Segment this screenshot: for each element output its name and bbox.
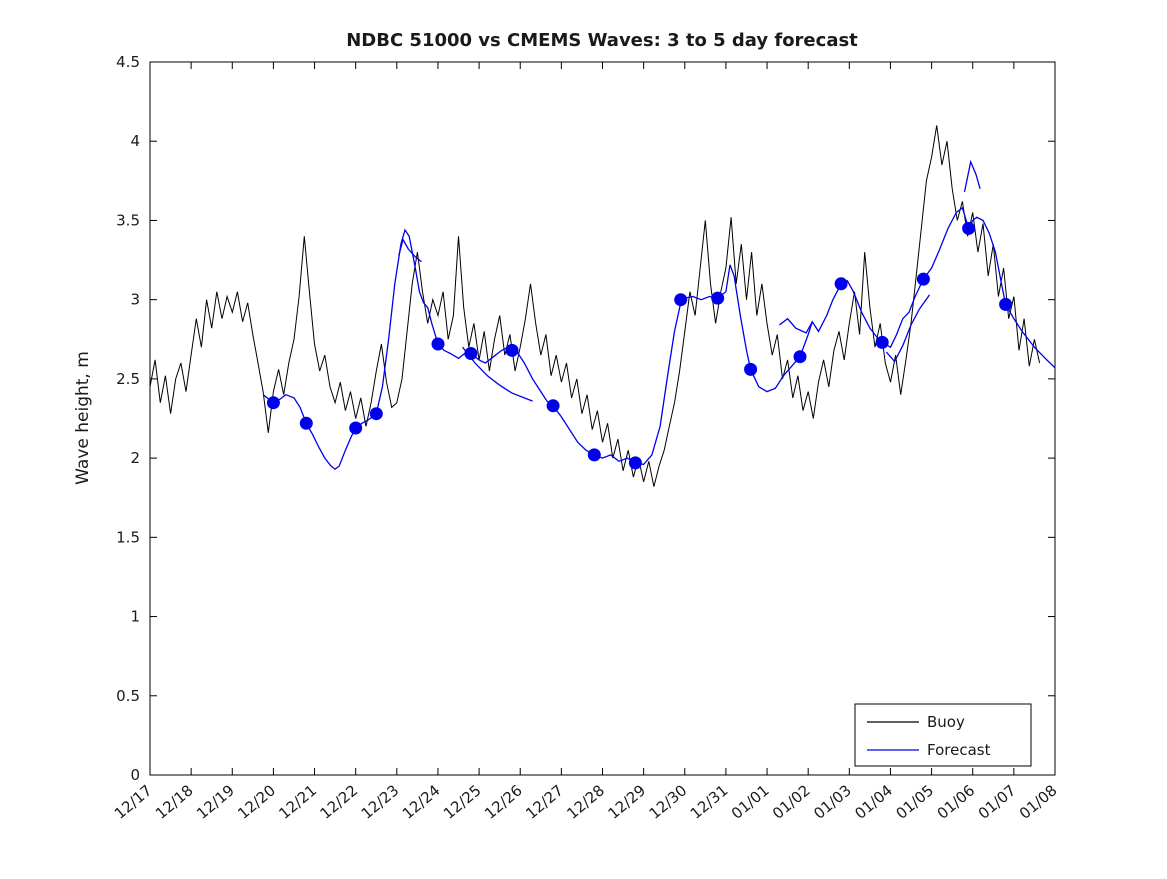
x-tick-label: 12/29 xyxy=(605,781,650,823)
x-tick-label: 12/21 xyxy=(275,781,320,823)
x-tick-label: 12/27 xyxy=(522,781,567,823)
forecast-marker xyxy=(793,350,807,364)
forecast-marker xyxy=(505,343,519,357)
x-tick-label: 01/05 xyxy=(892,781,937,823)
chart-generated-content: 12/1712/1812/1912/2012/2112/2212/2312/24… xyxy=(111,53,1061,823)
x-tick-label: 12/31 xyxy=(687,781,732,823)
y-tick-label: 1 xyxy=(130,608,140,626)
x-tick-label: 01/01 xyxy=(728,781,773,823)
forecast-marker xyxy=(962,221,976,235)
forecast-extra-segment xyxy=(398,237,422,263)
y-tick-label: 3.5 xyxy=(116,211,140,229)
x-tick-label: 12/18 xyxy=(152,781,197,823)
x-tick-label: 01/02 xyxy=(769,781,814,823)
forecast-marker xyxy=(999,297,1013,311)
forecast-marker xyxy=(546,399,560,413)
x-tick-label: 12/20 xyxy=(234,781,279,823)
y-axis-label: Wave height, m xyxy=(73,351,93,485)
buoy-line xyxy=(149,125,1041,487)
forecast-marker xyxy=(875,335,889,349)
forecast-marker xyxy=(266,396,280,410)
forecast-marker xyxy=(744,362,758,376)
x-tick-label: 12/24 xyxy=(399,781,444,823)
x-tick-label: 12/26 xyxy=(481,781,526,823)
forecast-extra-segment xyxy=(963,159,981,193)
y-tick-label: 1.5 xyxy=(116,528,140,546)
x-tick-label: 12/30 xyxy=(646,781,691,823)
y-tick-label: 4 xyxy=(130,132,140,150)
x-tick-label: 01/04 xyxy=(851,781,896,823)
y-tick-label: 2 xyxy=(130,449,140,467)
forecast-marker xyxy=(674,293,688,307)
y-tick-label: 0 xyxy=(130,766,140,784)
forecast-marker xyxy=(349,421,363,435)
x-tick-label: 01/08 xyxy=(1016,781,1061,823)
x-tick-label: 12/22 xyxy=(317,781,362,823)
x-tick-label: 12/17 xyxy=(111,781,156,823)
forecast-marker xyxy=(628,456,642,470)
forecast-marker xyxy=(711,291,725,305)
forecast-extra-segment xyxy=(885,294,931,363)
x-tick-label: 01/03 xyxy=(810,781,855,823)
x-tick-label: 01/06 xyxy=(934,781,979,823)
chart-title: NDBC 51000 vs CMEMS Waves: 3 to 5 day fo… xyxy=(346,30,858,51)
y-tick-label: 3 xyxy=(130,291,140,309)
forecast-marker xyxy=(431,337,445,351)
forecast-marker xyxy=(369,407,383,421)
forecast-marker xyxy=(464,347,478,360)
y-tick-label: 0.5 xyxy=(116,687,140,705)
x-tick-label: 12/23 xyxy=(358,781,403,823)
forecast-marker xyxy=(834,277,848,291)
y-tick-label: 2.5 xyxy=(116,370,140,388)
y-tick-label: 4.5 xyxy=(116,53,140,71)
legend-item-label: Forecast xyxy=(927,741,991,759)
forecast-extra-segment xyxy=(462,346,533,402)
plot-box xyxy=(149,61,1056,776)
x-tick-label: 12/25 xyxy=(440,781,485,823)
legend-item-label: Buoy xyxy=(927,713,965,731)
legend-box xyxy=(854,703,1032,767)
forecast-marker xyxy=(916,272,930,286)
forecast-marker xyxy=(299,416,313,430)
x-tick-label: 12/28 xyxy=(563,781,608,823)
forecast-marker xyxy=(587,448,601,462)
forecast-line xyxy=(262,206,1056,471)
forecast-extra-segment xyxy=(779,317,813,334)
x-tick-label: 12/19 xyxy=(193,781,238,823)
x-tick-label: 01/07 xyxy=(975,781,1020,823)
